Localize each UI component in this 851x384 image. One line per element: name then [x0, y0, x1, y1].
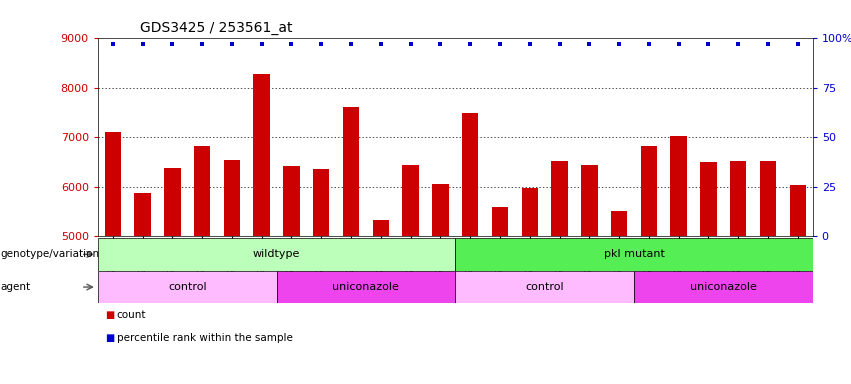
Bar	[462, 113, 478, 236]
Point	[403, 41, 417, 47]
Bar	[455, 271, 634, 303]
Bar	[224, 160, 240, 236]
Text: ■: ■	[105, 333, 114, 343]
Point	[344, 41, 357, 47]
Bar	[671, 136, 687, 236]
Point	[672, 41, 686, 47]
Bar	[634, 271, 813, 303]
Point	[136, 41, 150, 47]
Point	[225, 41, 238, 47]
Bar	[760, 161, 776, 236]
Bar	[581, 165, 597, 236]
Point	[701, 41, 715, 47]
Bar	[98, 271, 277, 303]
Point	[255, 41, 269, 47]
Bar	[373, 220, 389, 236]
Text: control: control	[168, 282, 207, 292]
Bar	[432, 184, 448, 236]
Text: ■: ■	[105, 310, 114, 320]
Bar	[254, 74, 270, 236]
Point	[553, 41, 567, 47]
Text: pkl mutant: pkl mutant	[603, 249, 665, 260]
Bar	[98, 238, 455, 271]
Point	[463, 41, 477, 47]
Point	[582, 41, 596, 47]
Bar	[492, 207, 508, 236]
Point	[493, 41, 506, 47]
Point	[761, 41, 774, 47]
Bar	[790, 185, 806, 236]
Bar	[730, 161, 746, 236]
Point	[284, 41, 298, 47]
Text: control: control	[525, 282, 564, 292]
Bar	[134, 193, 151, 236]
Bar	[194, 146, 210, 236]
Point	[106, 41, 119, 47]
Bar	[522, 188, 538, 236]
Point	[433, 41, 448, 47]
Point	[315, 41, 328, 47]
Bar	[403, 166, 419, 236]
Text: count: count	[117, 310, 146, 320]
Text: GDS3425 / 253561_at: GDS3425 / 253561_at	[140, 21, 293, 35]
Bar	[343, 107, 359, 236]
Text: genotype/variation: genotype/variation	[1, 249, 100, 260]
Bar	[551, 161, 568, 236]
Text: uniconazole: uniconazole	[690, 282, 757, 292]
Point	[642, 41, 655, 47]
Point	[374, 41, 387, 47]
Bar	[455, 238, 813, 271]
Bar	[105, 132, 121, 236]
Point	[523, 41, 536, 47]
Point	[165, 41, 179, 47]
Bar	[164, 168, 180, 236]
Point	[612, 41, 625, 47]
Text: uniconazole: uniconazole	[333, 282, 399, 292]
Point	[791, 41, 805, 47]
Point	[196, 41, 209, 47]
Bar	[611, 211, 627, 236]
Point	[731, 41, 745, 47]
Bar	[313, 169, 329, 236]
Bar	[283, 166, 300, 236]
Text: wildtype: wildtype	[253, 249, 300, 260]
Bar	[641, 146, 657, 236]
Text: percentile rank within the sample: percentile rank within the sample	[117, 333, 293, 343]
Bar	[700, 162, 717, 236]
Bar	[277, 271, 455, 303]
Text: agent: agent	[1, 282, 31, 292]
